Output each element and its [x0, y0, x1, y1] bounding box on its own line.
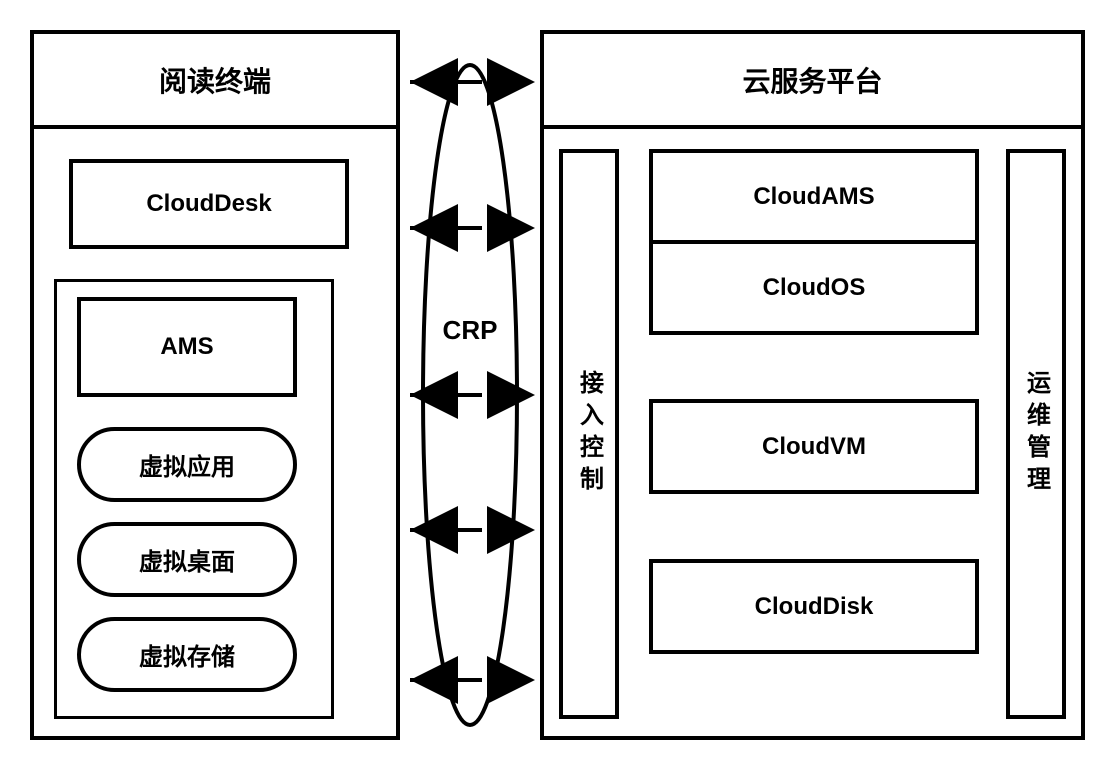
cloudams-box: CloudAMS	[649, 149, 979, 244]
right-panel: 云服务平台 接入控制 CloudAMS CloudOS CloudVM Clou…	[540, 30, 1085, 740]
left-panel: 阅读终端 CloudDesk AMS 虚拟应用 虚拟桌面 虚拟存储	[30, 30, 400, 740]
crp-label: CRP	[439, 315, 502, 346]
left-panel-body: CloudDesk AMS 虚拟应用 虚拟桌面 虚拟存储	[34, 129, 396, 736]
clouddisk-box: CloudDisk	[649, 559, 979, 654]
ams-box: AMS	[77, 297, 297, 397]
cloudvm-box: CloudVM	[649, 399, 979, 494]
ams-container: AMS 虚拟应用 虚拟桌面 虚拟存储	[54, 279, 334, 719]
pill-virtual-storage: 虚拟存储	[77, 617, 297, 692]
access-control-box: 接入控制	[559, 149, 619, 719]
ops-management-box: 运维管理	[1006, 149, 1066, 719]
clouddesk-box: CloudDesk	[69, 159, 349, 249]
left-panel-title: 阅读终端	[34, 34, 396, 129]
pill-virtual-app: 虚拟应用	[77, 427, 297, 502]
right-panel-title: 云服务平台	[544, 34, 1081, 129]
cloudos-box: CloudOS	[649, 240, 979, 335]
right-panel-body: 接入控制 CloudAMS CloudOS CloudVM CloudDisk …	[544, 129, 1081, 736]
diagram-root: 阅读终端 CloudDesk AMS 虚拟应用 虚拟桌面 虚拟存储 云服务平台 …	[0, 0, 1115, 775]
access-control-label: 接入控制	[572, 370, 607, 498]
pill-virtual-desktop: 虚拟桌面	[77, 522, 297, 597]
ops-management-label: 运维管理	[1019, 370, 1054, 498]
crp-connector: CRP	[420, 55, 520, 715]
